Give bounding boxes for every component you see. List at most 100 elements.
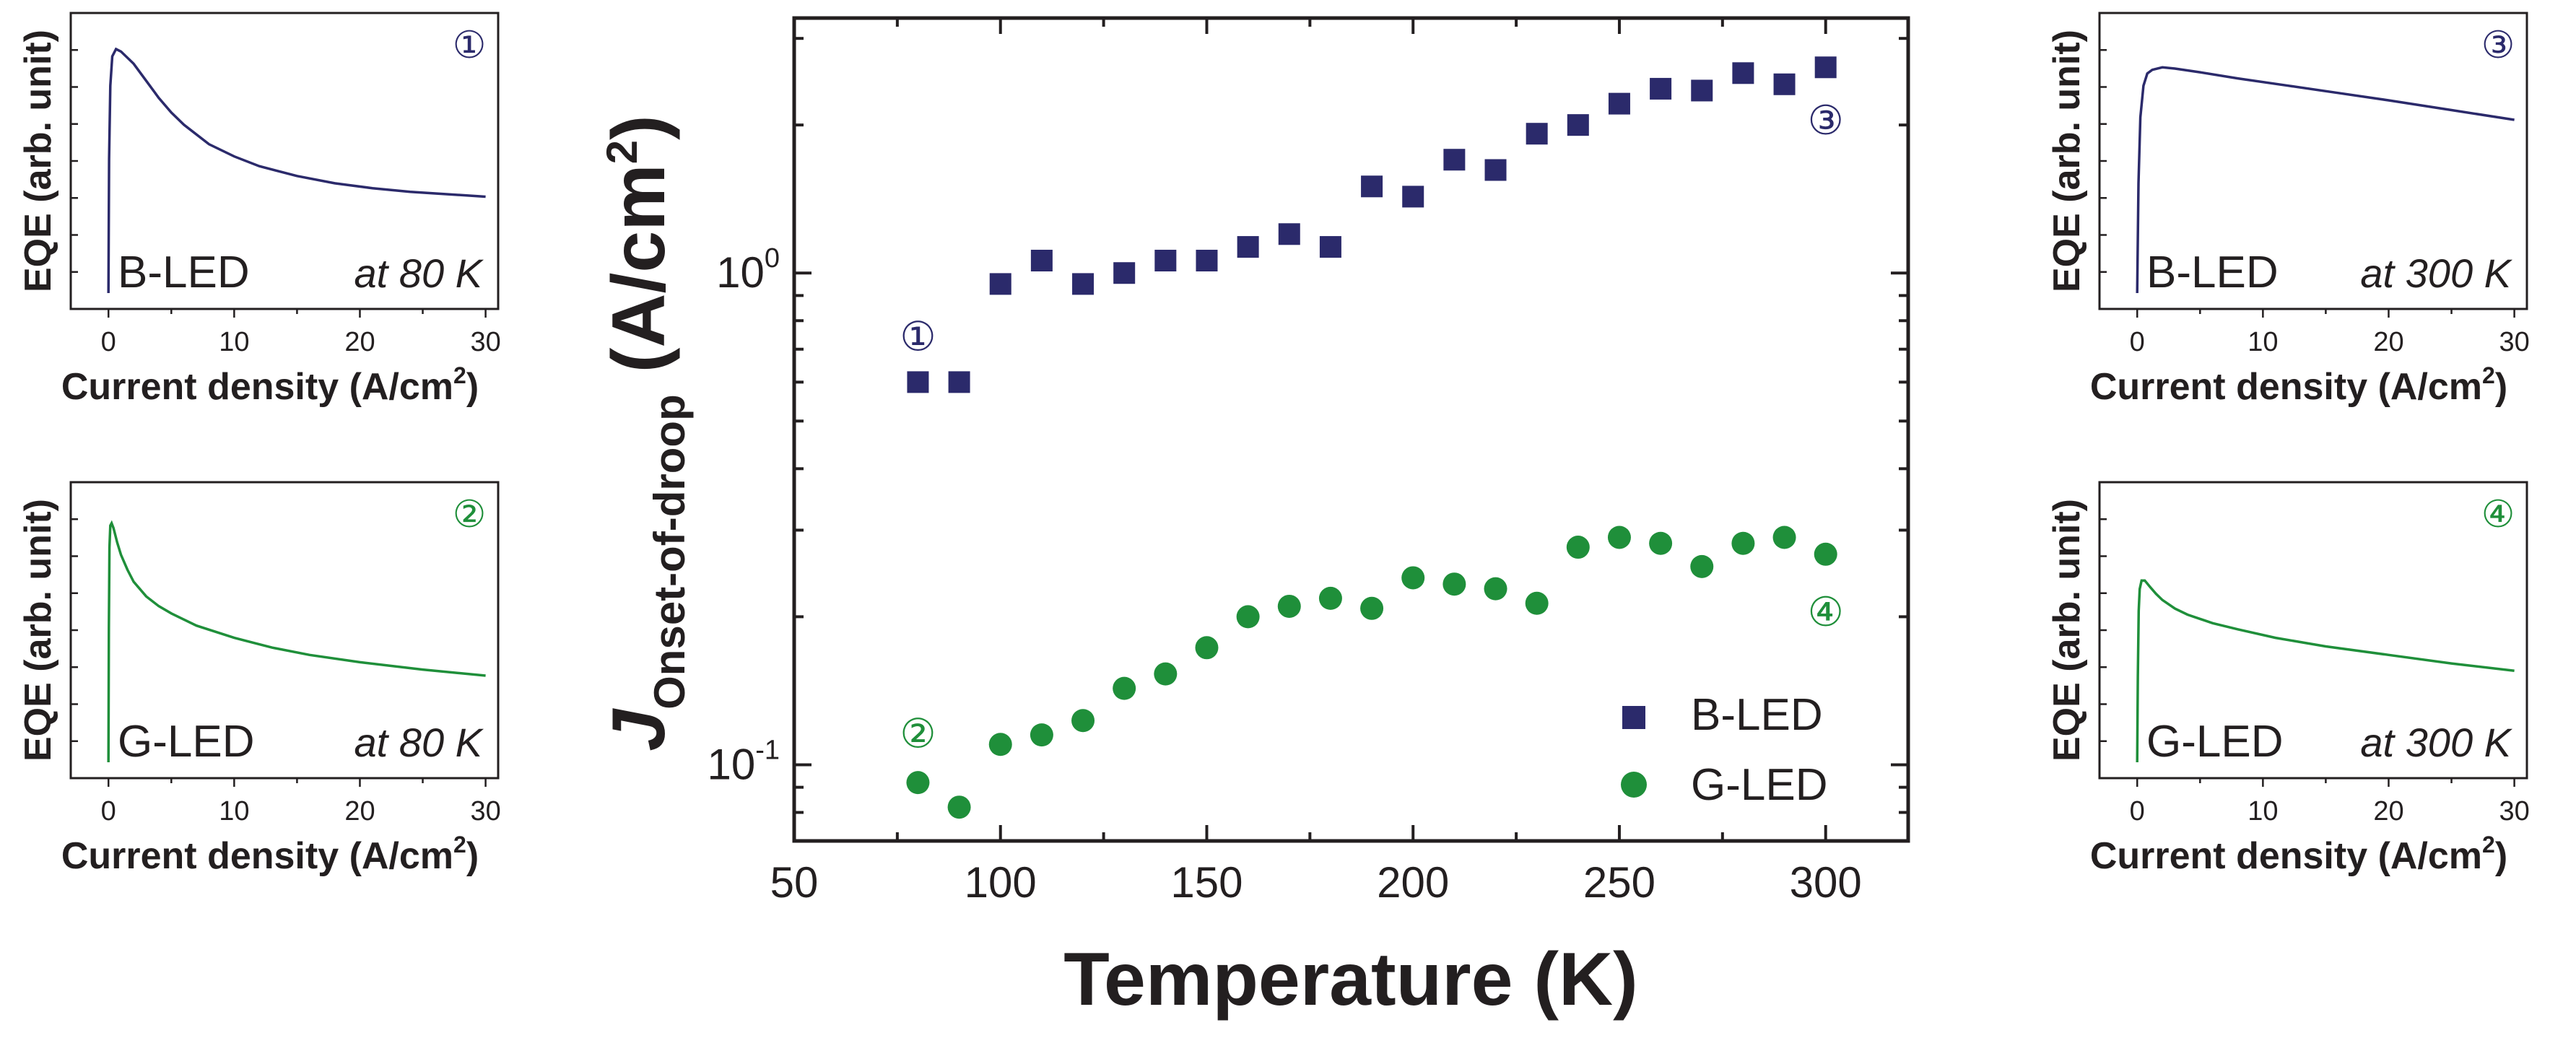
inset-x-tick-label: 30 (470, 327, 500, 357)
inset-eqe-curve (2136, 579, 2515, 763)
inset-x-tick-label: 20 (2373, 327, 2403, 357)
y-tick-label: 10-1 (707, 735, 780, 788)
inset-x-tick-label: 30 (2499, 327, 2529, 357)
main-x-ticks: 50 100 150 200 250 300 (770, 18, 1862, 907)
b-led-point (907, 371, 929, 393)
main-y-axis-label: JOnset-of-droop (A/cm2) (597, 115, 694, 751)
g-led-point (1277, 594, 1301, 618)
inset-eqe-curve (2136, 66, 2515, 294)
b-led-point (948, 371, 970, 393)
main-chart: 50 100 150 200 250 300 100 10-1 ① ② ③ ④ B-LED G-L… (597, 16, 1910, 1021)
inset-x-tick-label: 0 (2130, 796, 2145, 827)
b-led-point (1773, 73, 1796, 95)
x-tick-label: 200 (1377, 858, 1449, 907)
b-led-point (1526, 123, 1548, 145)
x-tick-label: 50 (770, 858, 819, 907)
g-led-point (1607, 525, 1631, 549)
inset-marker-label: ④ (2481, 493, 2515, 536)
b-led-point (1814, 56, 1837, 79)
g-led-point (988, 733, 1012, 756)
b-led-point (1278, 223, 1300, 245)
inset-led-label: B-LED (2146, 248, 2279, 297)
main-annotation-marker: ① (900, 313, 936, 360)
g-led-point (1360, 596, 1384, 620)
y-tick-label: 100 (716, 243, 780, 297)
g-led-point (1566, 536, 1590, 559)
inset-g-led-300k: 0 10 20 30 ④ G-LED at 300 K Current density (A/… (2046, 481, 2530, 877)
inset-x-tick-label: 20 (344, 796, 375, 827)
b-led-point (1691, 79, 1713, 102)
inset-condition-label: at 80 K (354, 250, 484, 296)
g-led-point (1113, 676, 1136, 700)
legend-b-led-marker (1622, 706, 1645, 729)
g-led-point (1318, 586, 1342, 610)
b-led-point (1608, 92, 1630, 115)
legend-b-led-label: B-LED (1691, 690, 1823, 740)
inset-x-axis-label: Current density (A/cm2) (61, 832, 479, 877)
main-plot-frame (792, 16, 1910, 843)
x-tick-label: 150 (1170, 858, 1243, 907)
main-x-axis-label: Temperature (K) (1063, 938, 1638, 1021)
main-annotation-marker: ③ (1808, 97, 1844, 144)
b-led-point (1361, 175, 1383, 198)
inset-x-tick-label: 20 (2373, 796, 2403, 827)
b-led-point (1319, 236, 1341, 258)
b-led-point (1154, 249, 1177, 271)
inset-x-tick-label: 10 (2248, 327, 2278, 357)
inset-y-axis-label: EQE (arb. unit) (2046, 499, 2088, 762)
x-tick-label: 100 (965, 858, 1037, 907)
g-led-point (947, 795, 971, 819)
inset-eqe-curve (107, 520, 486, 763)
y-label-unit-sup: 2 (598, 140, 646, 164)
inset-marker-label: ③ (2481, 24, 2515, 67)
b-led-point (1196, 249, 1218, 271)
y-label-unit: (A/cm (597, 164, 681, 372)
inset-marker-label: ② (453, 493, 487, 536)
g-led-point (1195, 636, 1219, 660)
y-label-unit-close: ) (597, 115, 681, 140)
g-led-point (1649, 531, 1673, 555)
inset-led-label: G-LED (2146, 717, 2283, 767)
g-led-point (1814, 542, 1837, 566)
inset-y-axis-label: EQE (arb. unit) (17, 499, 59, 762)
b-led-point (1113, 262, 1136, 284)
main-annotation-marker: ② (900, 711, 936, 758)
inset-x-tick-label: 10 (219, 796, 249, 827)
inset-x-tick-label: 30 (2499, 796, 2529, 827)
inset-b-led-300k: 0 10 20 30 ③ B-LED at 300 K Current density (A/… (2046, 12, 2530, 408)
legend-g-led-marker (1621, 772, 1647, 798)
main-series-b-led (907, 56, 1837, 393)
y-label-j: J (597, 708, 681, 751)
b-led-point (989, 273, 1011, 295)
inset-x-tick-label: 0 (101, 796, 116, 827)
main-y-ticks: 100 10-1 (707, 37, 1908, 842)
g-led-point (906, 771, 930, 795)
g-led-point (1731, 531, 1755, 555)
b-led-point (1567, 114, 1589, 136)
inset-condition-label: at 80 K (354, 720, 484, 765)
b-led-point (1484, 159, 1507, 181)
inset-b-led-80k: 0 10 20 30 ① B-LED at 80 K Current density (A/c… (17, 12, 501, 408)
g-led-point (1030, 723, 1053, 747)
g-led-point (1401, 566, 1425, 590)
b-led-point (1237, 236, 1259, 258)
main-legend: B-LED G-LED (1621, 690, 1827, 810)
g-led-point (1484, 577, 1507, 601)
inset-eqe-curve (107, 47, 486, 294)
g-led-point (1236, 605, 1260, 629)
inset-x-tick-label: 30 (470, 796, 500, 827)
inset-x-axis-label: Current density (A/cm2) (2090, 832, 2507, 877)
main-annotations: ① ② ③ ④ (900, 97, 1843, 758)
g-led-point (1071, 709, 1095, 733)
g-led-point (1525, 591, 1549, 615)
b-led-point (1650, 77, 1672, 100)
y-label-subscript: Onset-of-droop (645, 394, 694, 710)
b-led-point (1732, 62, 1754, 84)
inset-led-label: G-LED (118, 717, 254, 767)
b-led-point (1030, 249, 1053, 271)
b-led-point (1402, 186, 1424, 208)
inset-x-tick-label: 10 (2248, 796, 2278, 827)
legend-g-led-label: G-LED (1691, 760, 1827, 810)
inset-y-axis-label: EQE (arb. unit) (17, 30, 59, 292)
